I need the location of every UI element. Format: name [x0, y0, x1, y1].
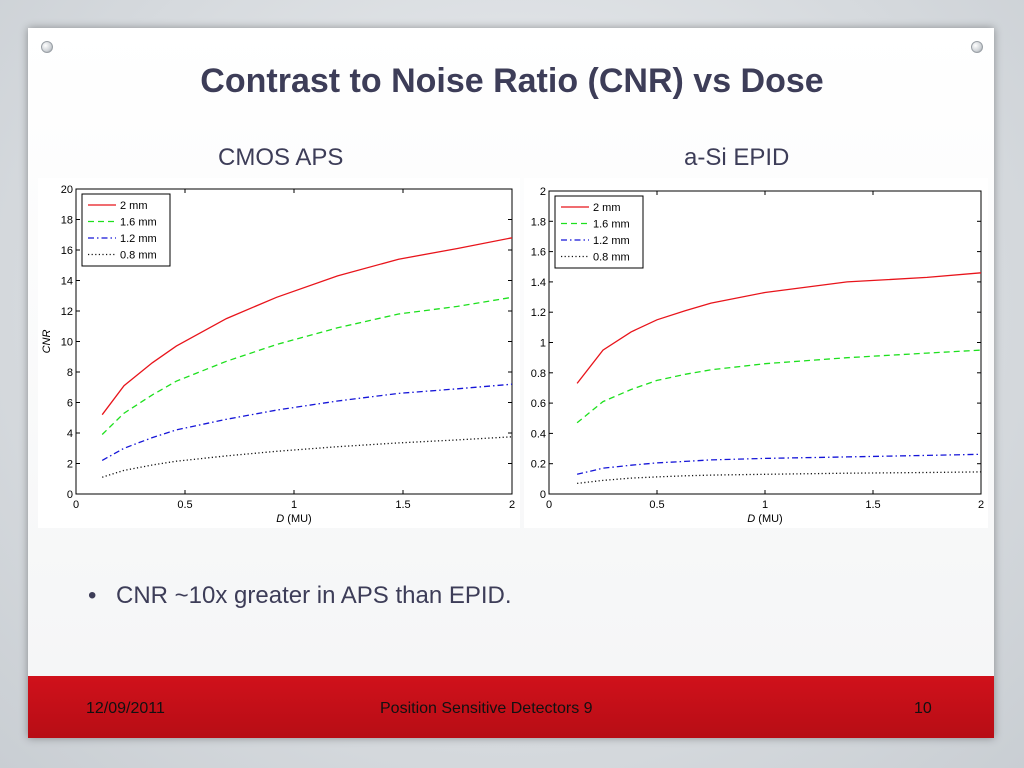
- x-tick-label: 0.5: [177, 499, 192, 511]
- footer-date: 12/09/2011: [86, 700, 165, 717]
- y-tick-label: 1.2: [531, 307, 546, 319]
- legend-label: 1.2 mm: [120, 233, 157, 245]
- chart-left-panel: 0 0.5 1 1.5 2 0 2 4 6 8 10 12 14 16 18 20 D (MU) CNR 2 mm 1…: [38, 178, 520, 528]
- x-tick-label: 1: [291, 499, 297, 511]
- y-tick-label: 0.4: [531, 428, 546, 440]
- x-tick-label: 2: [509, 499, 515, 511]
- series-line-0.8-mm: [102, 436, 513, 478]
- y-tick-label: 12: [61, 306, 73, 318]
- footer-bar: 12/09/2011 Position Sensitive Detectors …: [28, 676, 994, 738]
- legend-label: 2 mm: [593, 202, 621, 214]
- y-tick-label: 10: [61, 337, 73, 349]
- y-tick-label: 6: [67, 398, 73, 410]
- legend-label: 0.8 mm: [593, 252, 630, 264]
- y-tick-label: 4: [67, 428, 73, 440]
- bullet-icon: •: [88, 582, 97, 609]
- series-line-0.8-mm: [577, 471, 982, 485]
- x-axis-label-unit: (MU): [755, 513, 783, 525]
- y-tick-label: 1.8: [531, 216, 546, 228]
- footer-title: Position Sensitive Detectors 9: [380, 700, 593, 717]
- y-tick-label: 16: [61, 245, 73, 257]
- pin-icon: [971, 41, 983, 53]
- x-tick-label: 1.5: [395, 499, 410, 511]
- footer-page-number: 10: [914, 700, 932, 717]
- y-tick-label: 2: [540, 186, 546, 198]
- series-line-1.6-mm: [101, 296, 513, 435]
- x-tick-label: 1.5: [865, 499, 880, 511]
- chart-title-left: CMOS APS: [218, 144, 344, 171]
- pin-icon: [41, 41, 53, 53]
- y-tick-label: 0.8: [531, 368, 546, 380]
- legend-box: [81, 193, 171, 267]
- y-tick-label: 1: [540, 338, 546, 350]
- x-tick-label: 0: [546, 499, 552, 511]
- legend-label: 1.6 mm: [120, 217, 157, 229]
- legend-label: 0.8 mm: [120, 250, 157, 262]
- y-tick-label: 0: [67, 489, 73, 501]
- series-line-2-mm: [576, 272, 982, 384]
- legend-box: [554, 195, 644, 269]
- x-axis-label: D (MU): [747, 513, 782, 525]
- y-tick-label: 2: [67, 459, 73, 471]
- x-tick-label: 0.5: [649, 499, 664, 511]
- x-tick-label: 0: [73, 499, 79, 511]
- chart-title-right: a-Si EPID: [684, 144, 790, 171]
- series-line-2-mm: [101, 237, 513, 416]
- y-tick-label: 0.6: [531, 398, 546, 410]
- x-tick-label: 1: [762, 499, 768, 511]
- chart-right-panel: 0 0.5 1 1.5 2 0 0.2 0.4 0.6 0.8 1 1.2 1.4 1.6 1.8 2 D (M…: [524, 178, 988, 528]
- series-line-1.2-mm: [576, 453, 982, 475]
- bullet-item: • CNR ~10x greater in APS than EPID.: [88, 582, 512, 610]
- y-tick-label: 8: [67, 367, 73, 379]
- x-axis-label-var: D: [276, 513, 284, 525]
- legend-label: 1.2 mm: [593, 235, 630, 247]
- x-axis-label: D (MU): [276, 513, 311, 525]
- bullet-text: CNR ~10x greater in APS than EPID.: [116, 582, 512, 609]
- series-line-1.6-mm: [576, 349, 982, 424]
- y-tick-label: 18: [61, 215, 73, 227]
- x-axis-label-var: D: [747, 513, 755, 525]
- y-tick-label: 1.4: [531, 277, 546, 289]
- legend-label: 1.6 mm: [593, 219, 630, 231]
- y-tick-label: 1.6: [531, 247, 546, 259]
- chart-right-svg: 0 0.5 1 1.5 2 0 0.2 0.4 0.6 0.8 1 1.2 1.4 1.6 1.8 2 D (M…: [531, 186, 984, 525]
- x-axis-label-unit: (MU): [284, 513, 312, 525]
- y-tick-label: 0.2: [531, 459, 546, 471]
- y-tick-label: 14: [61, 276, 73, 288]
- legend-label: 2 mm: [120, 200, 148, 212]
- series-line-1.2-mm: [101, 383, 513, 461]
- y-tick-label: 20: [61, 184, 73, 196]
- x-tick-label: 2: [978, 499, 984, 511]
- y-tick-label: 0: [540, 489, 546, 501]
- slide-title: Contrast to Noise Ratio (CNR) vs Dose: [200, 62, 824, 100]
- y-axis-label: CNR: [41, 330, 53, 354]
